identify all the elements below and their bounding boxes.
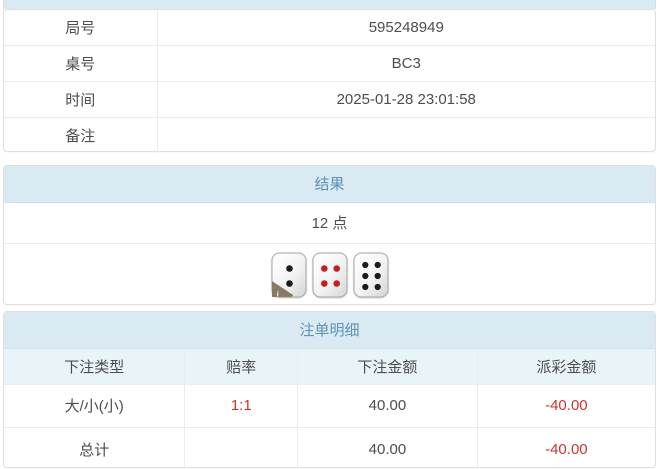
svg-text:i: i [276, 289, 278, 298]
